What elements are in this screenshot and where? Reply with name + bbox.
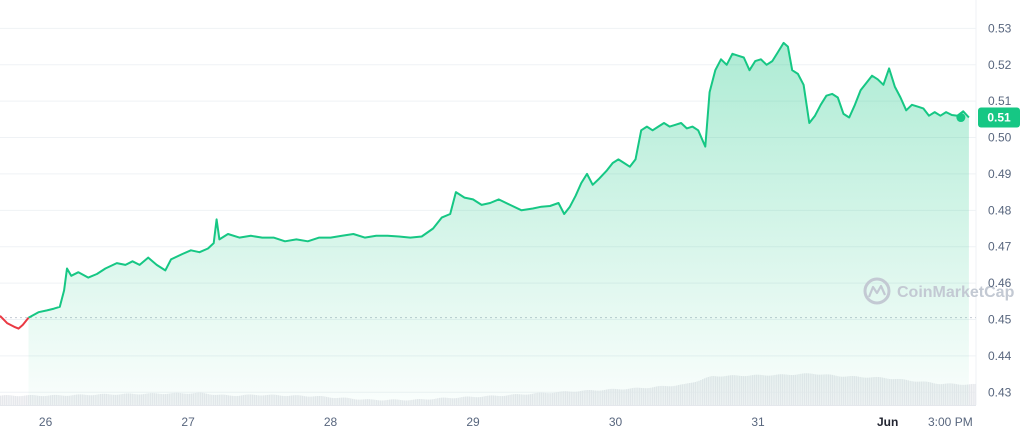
x-tick-label: 27	[181, 415, 195, 429]
volume-bar	[11, 395, 13, 405]
coinmarketcap-logo-icon	[863, 277, 891, 305]
volume-bar	[972, 383, 974, 405]
volume-bar	[27, 395, 30, 405]
y-tick-label: 0.45	[988, 312, 1012, 326]
current-price-dot	[956, 113, 966, 123]
volume-bar	[970, 384, 972, 405]
volume-bar	[7, 395, 9, 405]
volume-bar	[5, 395, 7, 405]
volume-bar	[25, 395, 28, 405]
y-tick-label: 0.43	[988, 385, 1012, 399]
volume-bar	[12, 395, 15, 405]
current-price-label: 0.51	[987, 111, 1011, 125]
current-price-tag: 0.51	[978, 107, 1020, 128]
x-tick-label: 3:00 PM	[928, 415, 973, 429]
x-tick-label: Jun	[877, 415, 898, 429]
y-tick-label: 0.51	[988, 94, 1012, 108]
volume-bar	[1, 395, 4, 405]
current-price-tag-bg	[978, 107, 1020, 128]
coinmarketcap-watermark: CoinMarketCap	[863, 277, 1015, 305]
y-axis: 0.53 0.52 0.51 0.50 0.49 0.48 0.47 0.46 0.45 0.44…	[988, 21, 1012, 399]
volume-bar	[18, 396, 20, 405]
x-tick-label: 28	[324, 415, 338, 429]
y-tick-label: 0.47	[988, 240, 1012, 254]
volume-bar	[0, 395, 2, 405]
volume-bar	[20, 396, 22, 405]
watermark-text: CoinMarketCap	[897, 284, 1015, 301]
x-tick-label: 31	[751, 415, 765, 429]
volume-bar	[24, 395, 26, 405]
price-area	[28, 42, 969, 406]
x-tick-label: 30	[609, 415, 623, 429]
y-tick-label: 0.49	[988, 167, 1012, 181]
volume-bar	[14, 395, 17, 405]
y-tick-label: 0.52	[988, 58, 1012, 72]
y-tick-label: 0.46	[988, 276, 1012, 290]
volume-bar	[9, 395, 11, 405]
volume-bar	[16, 396, 19, 405]
y-tick-label: 0.50	[988, 131, 1012, 145]
price-line-up	[28, 41, 970, 319]
volume-bar	[3, 395, 6, 405]
price-line-down	[0, 315, 30, 330]
volume-bar	[974, 383, 976, 405]
volume-bar	[22, 395, 24, 405]
y-tick-label: 0.53	[988, 21, 1012, 35]
y-tick-label: 0.48	[988, 203, 1012, 217]
y-tick-label: 0.44	[988, 349, 1012, 363]
x-axis: 26 27 28 29 30 31 Jun 3:00 PM	[39, 415, 973, 429]
x-tick-label: 26	[39, 415, 53, 429]
coinmarketcap-logo-mark	[867, 284, 887, 298]
volume-bar	[968, 384, 971, 405]
x-tick-label: 29	[466, 415, 480, 429]
